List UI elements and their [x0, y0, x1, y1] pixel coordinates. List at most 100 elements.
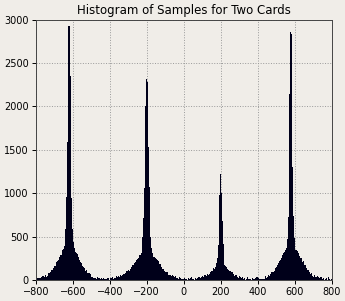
Bar	[73, 247, 74, 280]
Bar	[45, 276, 46, 280]
Bar	[201, 278, 202, 280]
Bar	[296, 250, 297, 280]
Bar	[83, 267, 84, 280]
Bar	[207, 274, 208, 280]
Bar	[200, 278, 201, 280]
Bar	[226, 267, 227, 280]
Bar	[60, 255, 61, 280]
Bar	[319, 278, 320, 280]
Bar	[205, 275, 206, 280]
Bar	[141, 247, 142, 280]
Bar	[131, 267, 132, 280]
Bar	[57, 261, 58, 280]
Bar	[211, 271, 212, 280]
Bar	[154, 257, 155, 280]
Bar	[318, 277, 319, 280]
Bar	[68, 26, 69, 280]
Bar	[113, 279, 114, 280]
Bar	[149, 187, 150, 280]
Bar	[192, 279, 193, 280]
Bar	[121, 276, 122, 280]
Bar	[142, 237, 143, 280]
Bar	[185, 279, 186, 280]
Bar	[268, 275, 269, 280]
Bar	[120, 275, 121, 280]
Bar	[63, 249, 64, 280]
Bar	[81, 263, 82, 280]
Bar	[294, 238, 295, 280]
Bar	[114, 278, 115, 280]
Bar	[65, 242, 66, 280]
Bar	[97, 278, 98, 280]
Bar	[50, 272, 51, 280]
Bar	[71, 197, 72, 280]
Bar	[47, 276, 48, 280]
Bar	[224, 257, 225, 280]
Bar	[236, 275, 237, 280]
Bar	[130, 267, 131, 280]
Bar	[246, 279, 247, 280]
Bar	[153, 255, 154, 280]
Bar	[242, 277, 243, 280]
Bar	[76, 253, 77, 280]
Bar	[147, 82, 148, 280]
Bar	[285, 250, 286, 280]
Bar	[209, 274, 210, 280]
Bar	[163, 269, 164, 280]
Bar	[287, 239, 288, 280]
Bar	[279, 261, 280, 280]
Bar	[143, 218, 144, 280]
Bar	[222, 221, 223, 280]
Bar	[218, 223, 219, 280]
Bar	[182, 279, 183, 280]
Bar	[127, 271, 128, 280]
Bar	[199, 277, 200, 280]
Bar	[293, 216, 294, 280]
Bar	[56, 262, 57, 280]
Bar	[217, 259, 218, 280]
Bar	[263, 279, 264, 280]
Bar	[99, 278, 100, 280]
Bar	[98, 278, 99, 280]
Bar	[227, 269, 228, 280]
Bar	[188, 278, 189, 280]
Bar	[79, 260, 80, 280]
Bar	[160, 264, 161, 280]
Bar	[269, 275, 270, 280]
Bar	[117, 277, 118, 280]
Bar	[288, 217, 289, 280]
Bar	[61, 255, 62, 280]
Bar	[298, 253, 299, 280]
Bar	[66, 197, 67, 280]
Bar	[277, 265, 278, 280]
Bar	[315, 277, 316, 280]
Bar	[168, 275, 169, 280]
Bar	[106, 279, 107, 280]
Bar	[105, 279, 106, 280]
Bar	[325, 279, 326, 280]
Bar	[164, 271, 165, 280]
Bar	[260, 279, 261, 280]
Bar	[237, 277, 238, 280]
Bar	[244, 278, 245, 280]
Bar	[67, 141, 68, 280]
Bar	[78, 257, 79, 280]
Bar	[126, 271, 127, 280]
Bar	[158, 261, 159, 280]
Bar	[208, 275, 209, 280]
Bar	[295, 250, 296, 280]
Bar	[212, 271, 213, 280]
Bar	[270, 274, 271, 280]
Bar	[170, 275, 171, 280]
Bar	[265, 276, 266, 280]
Bar	[289, 94, 290, 280]
Bar	[122, 275, 123, 280]
Bar	[195, 278, 196, 280]
Bar	[223, 244, 224, 280]
Bar	[90, 275, 91, 280]
Bar	[309, 272, 310, 280]
Bar	[235, 275, 236, 280]
Bar	[139, 255, 140, 280]
Bar	[240, 277, 241, 280]
Bar	[96, 278, 97, 280]
